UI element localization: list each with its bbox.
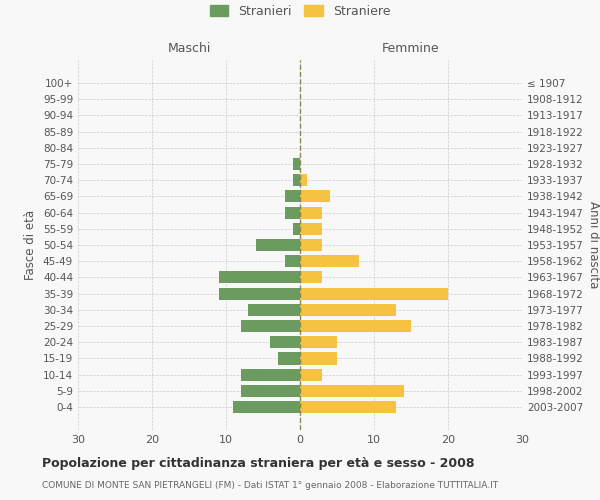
Bar: [293, 158, 300, 170]
Bar: [300, 304, 396, 316]
Legend: Stranieri, Straniere: Stranieri, Straniere: [206, 1, 394, 21]
Bar: [300, 288, 448, 300]
Bar: [300, 385, 404, 397]
Bar: [293, 174, 300, 186]
Bar: [293, 222, 300, 235]
Bar: [300, 368, 322, 381]
Bar: [300, 206, 322, 218]
Bar: [300, 401, 396, 413]
Bar: [271, 336, 300, 348]
Bar: [300, 336, 337, 348]
Bar: [300, 320, 411, 332]
Bar: [256, 239, 300, 251]
Bar: [248, 304, 300, 316]
Bar: [300, 272, 322, 283]
Bar: [300, 174, 307, 186]
Bar: [300, 222, 322, 235]
Bar: [241, 385, 300, 397]
Y-axis label: Fasce di età: Fasce di età: [25, 210, 37, 280]
Bar: [233, 401, 300, 413]
Bar: [241, 320, 300, 332]
Y-axis label: Anni di nascita: Anni di nascita: [587, 202, 600, 288]
Text: Popolazione per cittadinanza straniera per età e sesso - 2008: Popolazione per cittadinanza straniera p…: [42, 458, 475, 470]
Bar: [218, 288, 300, 300]
Bar: [300, 190, 329, 202]
Bar: [300, 352, 337, 364]
Bar: [285, 190, 300, 202]
Bar: [218, 272, 300, 283]
Bar: [300, 239, 322, 251]
Bar: [300, 255, 359, 268]
Bar: [241, 368, 300, 381]
Bar: [285, 255, 300, 268]
Bar: [278, 352, 300, 364]
Text: COMUNE DI MONTE SAN PIETRANGELI (FM) - Dati ISTAT 1° gennaio 2008 - Elaborazione: COMUNE DI MONTE SAN PIETRANGELI (FM) - D…: [42, 481, 498, 490]
Bar: [285, 206, 300, 218]
